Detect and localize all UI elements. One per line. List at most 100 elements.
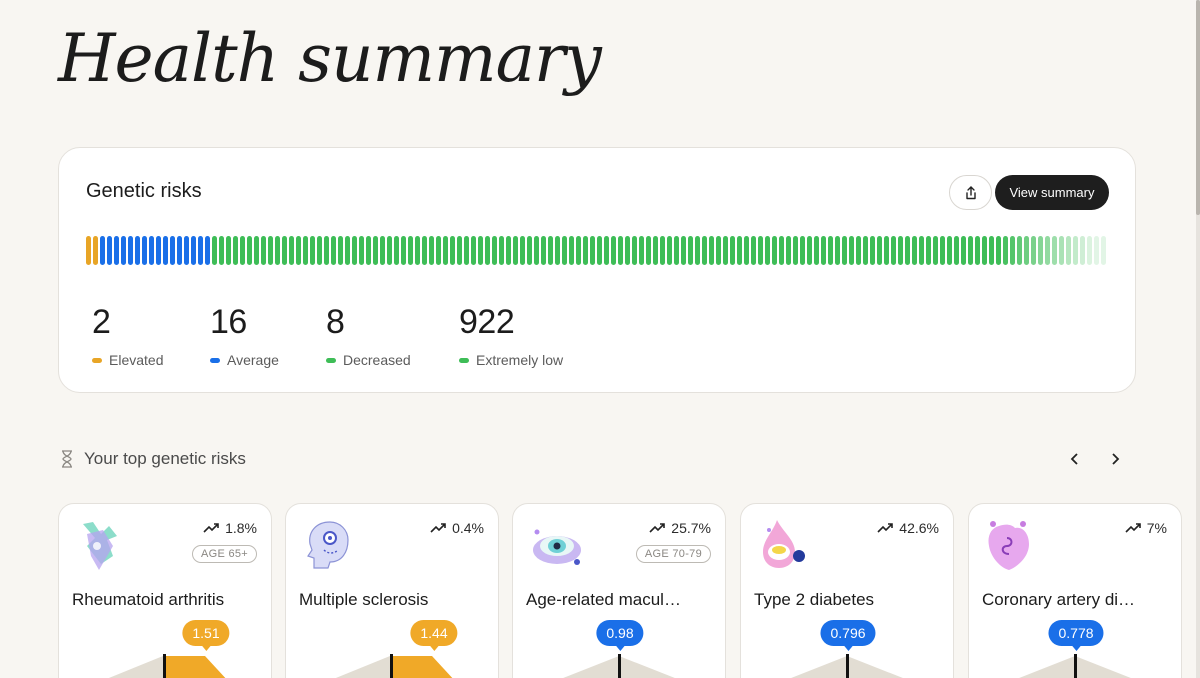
risk-bar-segment (765, 236, 770, 265)
risk-bar-segment (919, 236, 924, 265)
risk-bar-segment (975, 236, 980, 265)
risk-bar-segment (457, 236, 462, 265)
risk-bar-segment (1024, 236, 1029, 265)
risk-percentage: 7% (1125, 520, 1167, 536)
risk-bar-segment (667, 236, 672, 265)
risk-gauge (563, 654, 675, 678)
condition-name: Coronary artery di… (982, 590, 1136, 609)
risk-bar-segment (394, 236, 399, 265)
risk-bar-segment (856, 236, 861, 265)
risk-bar-segment (107, 236, 112, 265)
risk-percentage-value: 1.8% (225, 520, 257, 536)
risk-bar-segment (583, 236, 588, 265)
risk-bar-segment (135, 236, 140, 265)
risk-bar-segment (366, 236, 371, 265)
top-risks-title: Your top genetic risks (84, 449, 246, 468)
risk-card-age-related-macular-degeneration[interactable]: 25.7% AGE 70-79 Age-related macul… 0.98 (512, 503, 726, 678)
risk-bar-segment (604, 236, 609, 265)
risk-bar-segment (723, 236, 728, 265)
risk-gauge (108, 654, 226, 678)
risk-bar-segment (471, 236, 476, 265)
risk-bar-segment (128, 236, 133, 265)
chevron-right-icon (1112, 453, 1120, 465)
risk-score-pill: 0.98 (596, 620, 644, 651)
risk-gauge (1019, 654, 1131, 678)
risk-bar-segment (618, 236, 623, 265)
risk-bar-segment (254, 236, 259, 265)
risk-score-pill: 0.796 (820, 620, 876, 651)
risk-bar-segment (1073, 236, 1078, 265)
stat-extremely-low: 922 Extremely low (459, 303, 563, 368)
risk-bar-segment (317, 236, 322, 265)
risk-bar-segment (989, 236, 994, 265)
risk-bar-segment (527, 236, 532, 265)
risk-bar-segment (345, 236, 350, 265)
share-icon (965, 185, 976, 199)
view-summary-button[interactable]: View summary (995, 175, 1109, 210)
trend-up-icon (430, 523, 446, 533)
risk-bar-segment (947, 236, 952, 265)
risk-bar-segment (597, 236, 602, 265)
risk-bar-segment (940, 236, 945, 265)
stat-average: 16 Average (210, 303, 279, 368)
carousel-next-button[interactable] (1103, 447, 1127, 471)
risk-bar-segment (681, 236, 686, 265)
scrollbar[interactable] (1196, 0, 1200, 678)
risk-card-type-2-diabetes[interactable]: 42.6% Type 2 diabetes 0.796 (740, 503, 954, 678)
risk-bar-segment (324, 236, 329, 265)
legend-dot (210, 357, 220, 363)
risk-bar-segment (548, 236, 553, 265)
risk-bar-segment (289, 236, 294, 265)
risk-card-coronary-artery-disease[interactable]: 7% Coronary artery di… 0.778 (968, 503, 1182, 678)
risk-bar-segment (709, 236, 714, 265)
risk-bar-segment (555, 236, 560, 265)
risk-bar-segment (240, 236, 245, 265)
risk-percentage: 0.4% (430, 520, 484, 536)
risk-bar-segment (898, 236, 903, 265)
risk-bar-segment (275, 236, 280, 265)
condition-name: Rheumatoid arthritis (72, 590, 225, 609)
risk-card-rheumatoid-arthritis[interactable]: 1.8% AGE 65+ Rheumatoid arthritis 1.51 (58, 503, 272, 678)
stat-elevated: 2 Elevated (92, 303, 163, 368)
risk-bar-segment (562, 236, 567, 265)
hands-icon (83, 522, 117, 570)
risk-bar-segment (387, 236, 392, 265)
risk-bar-segment (1080, 236, 1085, 265)
genetic-risks-card: Genetic risks View summary 2 Elevated 16… (58, 147, 1136, 393)
hourglass-icon (62, 450, 72, 468)
risk-bar-segment (730, 236, 735, 265)
droplet-icon (763, 520, 805, 568)
risk-bar-segment (506, 236, 511, 265)
risk-bar-segment (639, 236, 644, 265)
carousel-prev-button[interactable] (1063, 447, 1087, 471)
risk-bar-segment (674, 236, 679, 265)
risk-bar-segment (233, 236, 238, 265)
risk-gauge (791, 654, 903, 678)
risk-bar-segment (1059, 236, 1064, 265)
share-button[interactable] (949, 175, 992, 210)
risk-bar-segment (793, 236, 798, 265)
risk-bar-segment (478, 236, 483, 265)
risk-bar-segment (100, 236, 105, 265)
risk-bar-segment (646, 236, 651, 265)
risk-bar-segment (422, 236, 427, 265)
scrollbar-thumb[interactable] (1196, 0, 1200, 215)
risk-bar-segment (1094, 236, 1099, 265)
risk-bar-segment (758, 236, 763, 265)
risk-bar-segment (800, 236, 805, 265)
risk-bar-segment (359, 236, 364, 265)
stat-value: 16 (210, 303, 247, 341)
risk-bar-segment (779, 236, 784, 265)
risk-bar-segment (261, 236, 266, 265)
risk-bar-segment (268, 236, 273, 265)
risk-bar-segment (1087, 236, 1092, 265)
top-risks-header: Your top genetic risks (60, 449, 246, 469)
risk-bar-segment (198, 236, 203, 265)
risk-bar-segment (121, 236, 126, 265)
stat-decreased: 8 Decreased (326, 303, 411, 368)
risk-card-multiple-sclerosis[interactable]: 0.4% Multiple sclerosis 1.44 (285, 503, 499, 678)
risk-bar-segment (870, 236, 875, 265)
risk-bar-segment (184, 236, 189, 265)
chevron-left-icon (1070, 453, 1078, 465)
risk-bar-segment (1038, 236, 1043, 265)
